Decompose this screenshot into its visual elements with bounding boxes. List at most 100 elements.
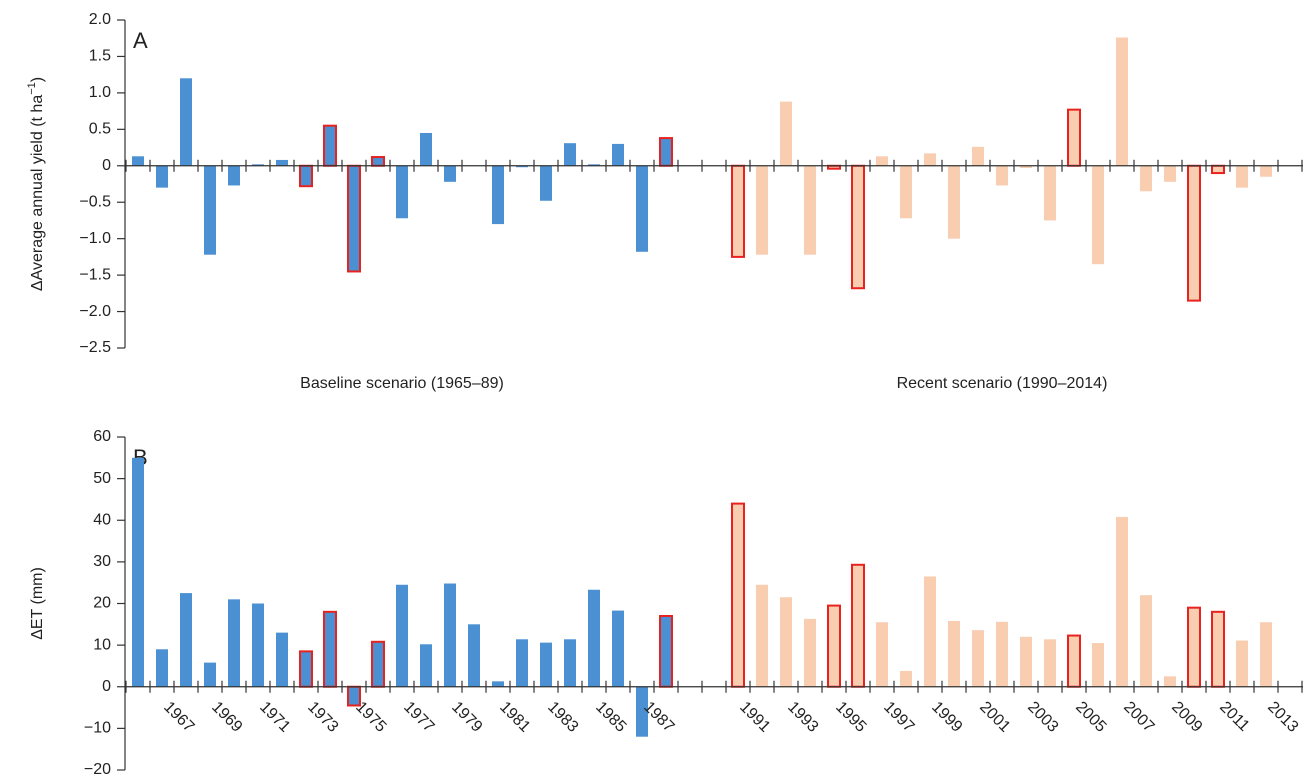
bar [612,143,624,166]
bar [1164,165,1176,182]
bar [1067,634,1081,688]
bar [996,165,1008,186]
x-tick-label: 1971 [256,699,293,736]
bar [636,165,648,252]
x-tick-label: 2003 [1024,699,1061,736]
y-tick-label: 0 [102,157,111,174]
bar [851,164,865,290]
bar [564,143,576,166]
bar [492,165,504,225]
y-tick-label: 1.5 [89,48,111,65]
bar [1211,164,1225,175]
bar [1116,516,1128,687]
x-tick-label: 1993 [784,699,821,736]
bar [972,630,984,687]
bar [132,156,144,166]
bar [876,622,888,687]
bar [371,640,385,688]
bar [731,502,745,688]
bar [516,639,528,687]
bar [756,165,768,255]
bar [276,159,288,166]
bar [299,650,313,688]
y-tick-label: 10 [93,636,111,653]
bar [804,165,816,255]
bar [924,153,936,166]
y-tick-label: 20 [93,595,111,612]
bar [540,642,552,687]
bar [851,563,865,688]
bar [1236,640,1248,687]
y-label-part: ) [29,77,46,82]
bar [444,165,456,182]
bar [252,603,264,687]
y-tick-label: 40 [93,511,111,528]
bar [180,78,192,166]
bar [299,164,313,188]
bar [204,165,216,255]
bar [347,164,361,273]
bar [396,584,408,687]
x-tick-label: 2001 [976,699,1013,736]
bar [1236,165,1248,188]
bar [420,644,432,687]
y-tick-label: 50 [93,470,111,487]
bar [1092,643,1104,687]
y-tick-label: 30 [93,553,111,570]
bar [1187,164,1201,302]
bar [1140,165,1152,192]
x-tick-label: 2007 [1120,699,1157,736]
bar [180,593,192,687]
bar [804,618,816,687]
x-tick-label: 1973 [304,699,341,736]
y-label-part: ΔET (mm) [29,567,46,640]
bar [396,165,408,219]
x-tick-label: 1991 [736,699,773,736]
bar [347,685,361,707]
y-label-part: ΔAverage annual yield (t ha [29,95,46,291]
x-tick-label: 1979 [448,699,485,736]
bar [996,621,1008,687]
x-tick-label: 1997 [880,699,917,736]
x-tick-label: 2005 [1072,699,1109,736]
bar [612,610,624,687]
bar [1187,606,1201,688]
bar [492,681,504,687]
bar [1260,165,1272,177]
x-tick-label: 1975 [352,699,389,736]
bar [228,599,240,687]
x-tick-label: 1977 [400,699,437,736]
bar [228,165,240,186]
bar [276,632,288,687]
x-tick-label: 1967 [160,699,197,736]
y-tick-label: −1.5 [79,266,111,283]
bar [972,146,984,166]
bar [1211,610,1225,688]
bar [204,662,216,687]
group-label: Recent scenario (1990–2014) [897,375,1108,392]
x-tick-label: 1981 [496,699,533,736]
bar [827,604,841,688]
y-tick-label: −0.5 [79,193,111,210]
bar [731,164,745,258]
bar [1044,639,1056,687]
group-label: Baseline scenario (1965–89) [300,375,504,392]
y-axis-label: ΔAverage annual yield (t ha−1) [26,77,46,291]
bar [948,165,960,239]
bar [444,583,456,687]
x-tick-label: 2013 [1264,699,1301,736]
bar [323,610,337,688]
y-label-part: −1 [26,82,38,95]
x-tick-label: 1969 [208,699,245,736]
bar [588,164,600,166]
bar [780,101,792,166]
bar [1140,595,1152,687]
x-tick-label: 1983 [544,699,581,736]
bar [900,670,912,687]
bar [924,576,936,687]
bar [252,164,264,166]
bar [156,165,168,188]
y-tick-label: −1.0 [79,230,111,247]
bar [156,649,168,687]
